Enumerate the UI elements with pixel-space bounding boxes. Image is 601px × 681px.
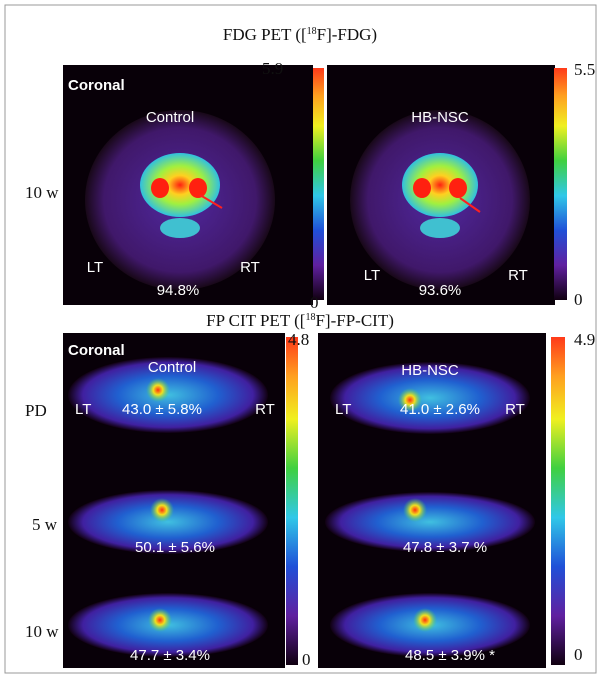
side-label: LT (75, 401, 91, 418)
value-label: 43.0 ± 5.8% (122, 401, 202, 418)
title-part: FP CIT PET ([ (206, 311, 306, 330)
row-label: 5 w (32, 515, 58, 534)
scale-min: 0 (310, 293, 319, 312)
title-sup: 18 (305, 312, 315, 323)
row-label: PD (25, 401, 47, 420)
group-label: Control (148, 359, 196, 376)
pet-image (318, 333, 546, 668)
view-label: Coronal (68, 77, 125, 94)
value-label: 41.0 ± 2.6% (400, 401, 480, 418)
side-label: RT (255, 401, 275, 418)
side-label: RT (505, 401, 525, 418)
value-label: 50.1 ± 5.6% (135, 539, 215, 556)
figure: FDG PET ([18F]-FDG) 10 w Coronal Control… (0, 0, 601, 681)
scale-min: 0 (574, 290, 583, 309)
side-label: LT (87, 259, 103, 276)
side-label: LT (335, 401, 351, 418)
group-label: HB-NSC (411, 109, 469, 126)
side-label: RT (240, 259, 260, 276)
value-label: 94.8% (157, 282, 200, 299)
scale-max: 4.9 (574, 330, 595, 349)
value-label: 47.7 ± 3.4% (130, 647, 210, 664)
side-label: RT (508, 267, 528, 284)
row-label: 10 w (25, 183, 59, 202)
pet-image (63, 333, 285, 668)
title-sup: 18 (307, 26, 317, 37)
side-label: LT (364, 267, 380, 284)
scale-max: 5.5 (574, 60, 595, 79)
colorbar (554, 68, 567, 300)
scale-max: 4.8 (288, 330, 309, 349)
view-label: Coronal (68, 342, 125, 359)
colorbar (313, 68, 324, 300)
row-label: 10 w (25, 622, 59, 641)
section-title: FDG PET ([18F]-FDG) (223, 25, 377, 44)
group-label: Control (146, 109, 194, 126)
colorbar (551, 337, 565, 665)
title-part: FDG PET ([ (223, 25, 307, 44)
section-title: FP CIT PET ([18F]-FP-CIT) (206, 311, 394, 330)
group-label: HB-NSC (401, 362, 459, 379)
scale-min: 0 (302, 650, 311, 669)
page: FDG PET ([18F]-FDG) 10 w Coronal Control… (0, 0, 601, 681)
scale-min: 0 (574, 645, 583, 664)
value-label: 48.5 ± 3.9% * (405, 647, 495, 664)
title-part: F]-FDG) (317, 25, 377, 44)
value-label: 47.8 ± 3.7 % (403, 539, 487, 556)
value-label: 93.6% (419, 282, 462, 299)
scale-max: 5.9 (262, 59, 283, 78)
colorbar (286, 337, 298, 665)
title-part: F]-FP-CIT) (315, 311, 393, 330)
